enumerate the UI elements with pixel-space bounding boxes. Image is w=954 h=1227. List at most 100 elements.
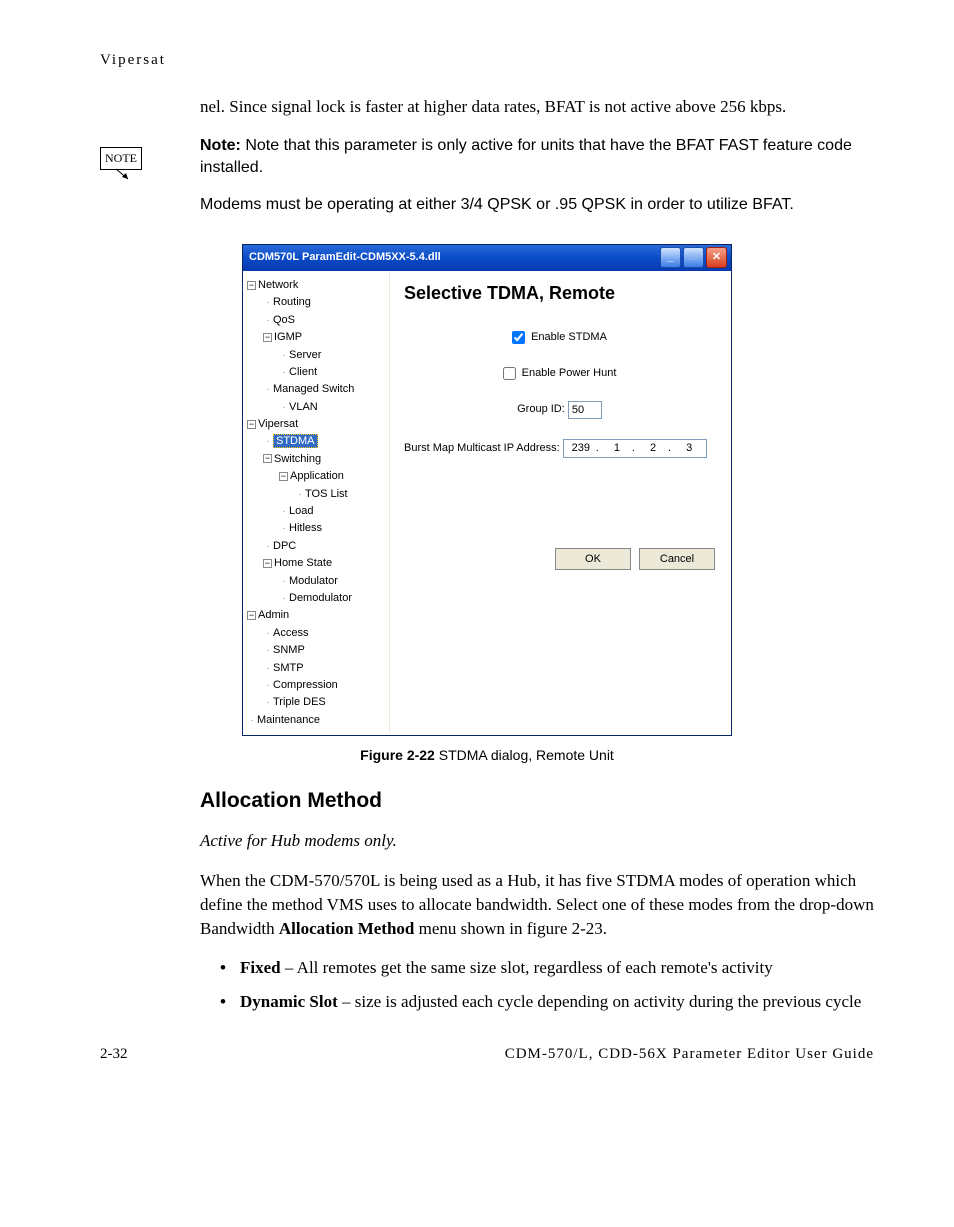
figure-text: STDMA dialog, Remote Unit: [435, 747, 614, 763]
tree-node[interactable]: ·Maintenance: [247, 712, 387, 729]
minimize-button[interactable]: _: [660, 247, 681, 268]
tree-label[interactable]: IGMP: [274, 331, 302, 343]
tree-label[interactable]: Admin: [258, 609, 289, 621]
tree-connector-icon: ·: [263, 314, 273, 328]
tree-label[interactable]: Routing: [273, 296, 311, 308]
tree-node[interactable]: ·Modulator: [247, 573, 387, 590]
group-id-label: Group ID:: [517, 402, 565, 417]
tree-label[interactable]: VLAN: [289, 401, 318, 413]
tree-connector-icon: ·: [263, 696, 273, 710]
note-line1-text: Note that this parameter is only active …: [200, 137, 852, 176]
ip-seg-0[interactable]: 239: [566, 441, 596, 456]
tree-node[interactable]: ·SMTP: [247, 660, 387, 677]
tree-label[interactable]: Home State: [274, 557, 332, 569]
note-prefix: Note:: [200, 137, 241, 154]
ok-button[interactable]: OK: [555, 548, 631, 570]
group-id-row: Group ID:: [404, 401, 715, 419]
tree-node[interactable]: ·STDMA: [247, 433, 387, 450]
tree-label[interactable]: QoS: [273, 314, 295, 326]
para-bold: Allocation Method: [279, 919, 415, 938]
tree-label[interactable]: Triple DES: [273, 696, 326, 708]
ip-seg-3[interactable]: 3: [674, 441, 704, 456]
tree-label-selected[interactable]: STDMA: [273, 434, 318, 448]
titlebar: CDM570L ParamEdit-CDM5XX-5.4.dll _ □ ✕: [243, 245, 731, 271]
burst-ip-label: Burst Map Multicast IP Address:: [404, 441, 560, 456]
tree-connector-icon: ·: [279, 349, 289, 363]
enable-stdma-checkbox[interactable]: [512, 331, 525, 344]
bullet-item: •Dynamic Slot – size is adjusted each cy…: [220, 990, 874, 1014]
tree-node[interactable]: ·Demodulator: [247, 590, 387, 607]
tree-label[interactable]: Maintenance: [257, 714, 320, 726]
tree-node[interactable]: ·TOS List: [247, 486, 387, 503]
tree-label[interactable]: Demodulator: [289, 592, 352, 604]
tree-node[interactable]: −IGMP: [247, 329, 387, 346]
tree-label[interactable]: Managed Switch: [273, 383, 354, 395]
bullet-text: Fixed – All remotes get the same size sl…: [240, 956, 874, 980]
tree-node[interactable]: −Home State: [247, 555, 387, 572]
tree-node[interactable]: ·Hitless: [247, 520, 387, 537]
ip-seg-1[interactable]: 1: [602, 441, 632, 456]
tree-connector-icon: ·: [263, 383, 273, 397]
tree-label[interactable]: Server: [289, 349, 321, 361]
maximize-button[interactable]: □: [683, 247, 704, 268]
tree-label[interactable]: SNMP: [273, 644, 305, 656]
tree-label[interactable]: Compression: [273, 679, 338, 691]
tree-node[interactable]: ·Client: [247, 364, 387, 381]
enable-stdma-row: Enable STDMA: [404, 330, 715, 345]
tree-expander-icon[interactable]: −: [263, 333, 272, 342]
close-button[interactable]: ✕: [706, 247, 727, 268]
tree-connector-icon: ·: [263, 644, 273, 658]
note-block: NOTE Note: Note that this parameter is o…: [100, 135, 874, 230]
tree-node[interactable]: ·Managed Switch: [247, 381, 387, 398]
tree-node[interactable]: ·SNMP: [247, 642, 387, 659]
tree-label[interactable]: Hitless: [289, 522, 322, 534]
tree-expander-icon[interactable]: −: [279, 472, 288, 481]
tree-node[interactable]: −Switching: [247, 451, 387, 468]
tree-expander-icon[interactable]: −: [247, 611, 256, 620]
tree-expander-icon[interactable]: −: [247, 420, 256, 429]
tree-node[interactable]: ·VLAN: [247, 399, 387, 416]
tree-expander-icon[interactable]: −: [263, 454, 272, 463]
group-id-input[interactable]: [568, 401, 602, 419]
ip-seg-2[interactable]: 2: [638, 441, 668, 456]
tree-label[interactable]: Load: [289, 505, 313, 517]
tree-node[interactable]: ·QoS: [247, 312, 387, 329]
tree-node[interactable]: ·Load: [247, 503, 387, 520]
tree-expander-icon[interactable]: −: [247, 281, 256, 290]
tree-node[interactable]: ·Access: [247, 625, 387, 642]
tree-label[interactable]: Access: [273, 627, 308, 639]
tree-connector-icon: ·: [263, 540, 273, 554]
tree-label[interactable]: Application: [290, 470, 344, 482]
window-title: CDM570L ParamEdit-CDM5XX-5.4.dll: [249, 250, 658, 265]
tree-node[interactable]: −Application: [247, 468, 387, 485]
tree-label[interactable]: TOS List: [305, 488, 348, 500]
tree-expander-icon[interactable]: −: [263, 559, 272, 568]
tree-node[interactable]: −Vipersat: [247, 416, 387, 433]
tree-node[interactable]: ·Server: [247, 347, 387, 364]
bullet-mark: •: [220, 956, 240, 980]
burst-ip-field[interactable]: 239. 1. 2. 3: [563, 439, 707, 458]
dialog-buttons: OK Cancel: [404, 548, 715, 570]
tree-label[interactable]: Modulator: [289, 575, 338, 587]
tree-node[interactable]: −Admin: [247, 607, 387, 624]
tree-node[interactable]: ·Compression: [247, 677, 387, 694]
tree-label[interactable]: Network: [258, 279, 298, 291]
tree-connector-icon: ·: [263, 296, 273, 310]
cancel-button[interactable]: Cancel: [639, 548, 715, 570]
tree-label[interactable]: Vipersat: [258, 418, 298, 430]
tree-node[interactable]: −Network: [247, 277, 387, 294]
tree-node[interactable]: ·Routing: [247, 294, 387, 311]
tree-node[interactable]: ·Triple DES: [247, 694, 387, 711]
tree-label[interactable]: SMTP: [273, 662, 304, 674]
tree-label[interactable]: DPC: [273, 540, 296, 552]
section-header: Vipersat: [100, 50, 874, 71]
enable-power-hunt-checkbox[interactable]: [503, 367, 516, 380]
tree-label[interactable]: Client: [289, 366, 317, 378]
tree-connector-icon: ·: [279, 522, 289, 536]
tree-connector-icon: ·: [295, 488, 305, 502]
tree-connector-icon: ·: [263, 662, 273, 676]
tree-label[interactable]: Switching: [274, 453, 321, 465]
tree-connector-icon: ·: [279, 366, 289, 380]
tree-node[interactable]: ·DPC: [247, 538, 387, 555]
bullet-list: •Fixed – All remotes get the same size s…: [220, 956, 874, 1014]
